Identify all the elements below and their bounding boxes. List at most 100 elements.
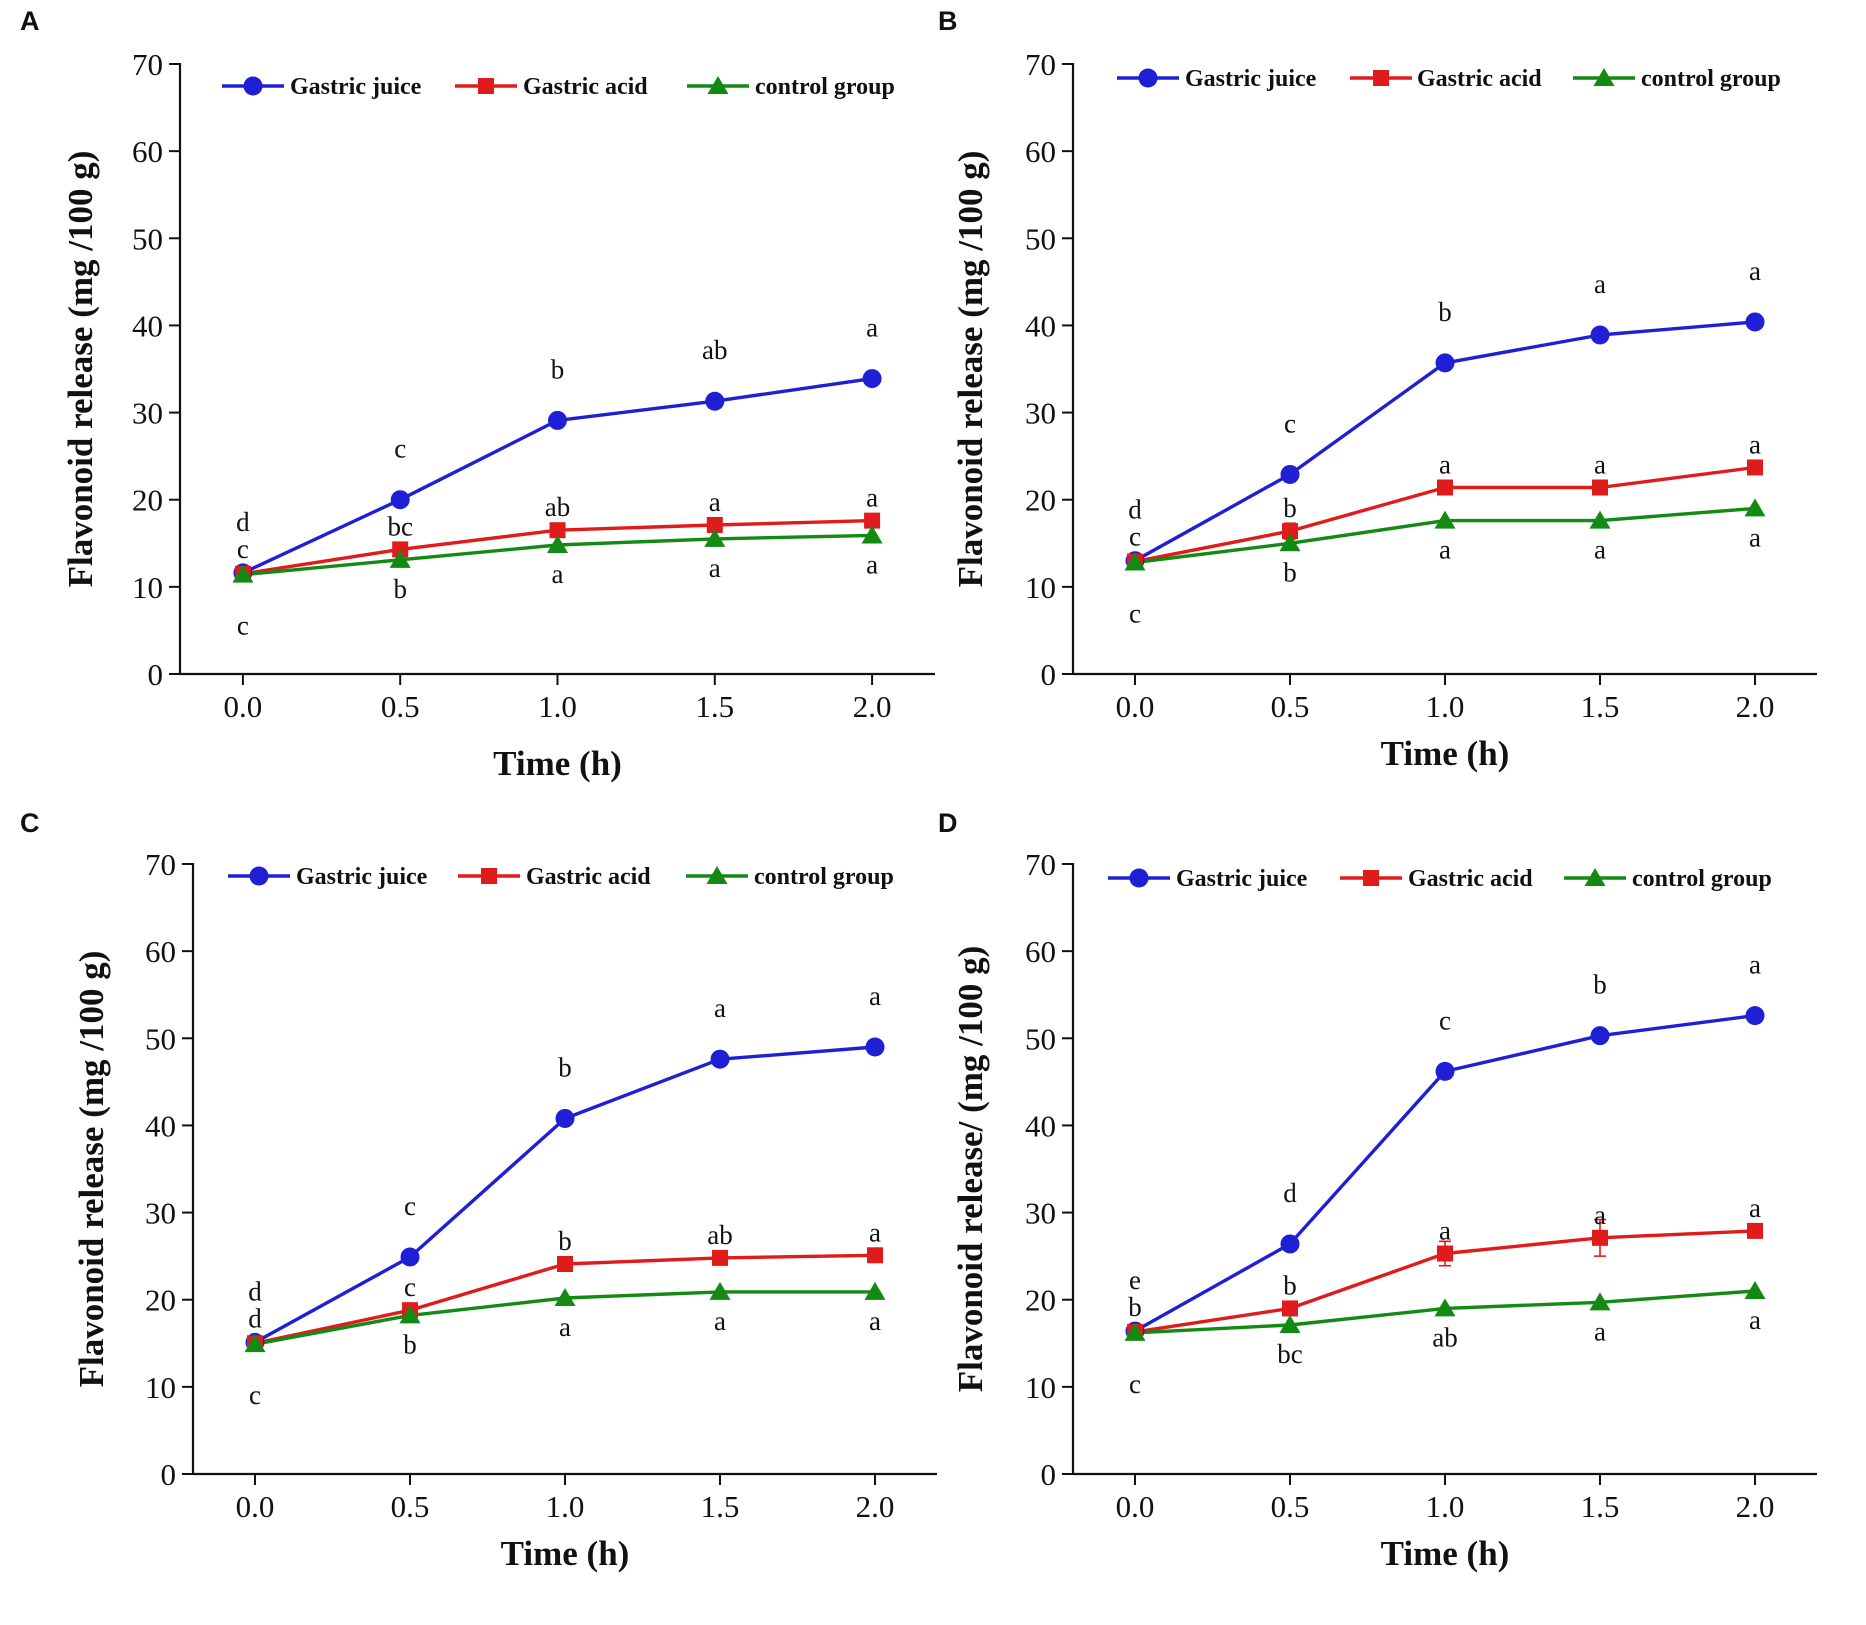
sig-letter-control: c <box>1129 598 1141 628</box>
x-axis-title: Time (h) <box>1381 734 1510 773</box>
sig-letter-acid: b <box>1128 1292 1142 1322</box>
legend-label-acid: Gastric acid <box>523 74 648 100</box>
sig-letter-control: a <box>559 1312 571 1342</box>
sig-letter-acid: ab <box>707 1220 732 1250</box>
point-juice <box>865 1037 885 1057</box>
point-acid <box>1437 1245 1453 1262</box>
sig-letter-acid: a <box>1439 1216 1451 1246</box>
point-control <box>1744 498 1766 517</box>
y-tick-label: 70 <box>132 47 163 82</box>
sig-letter-juice: b <box>1593 970 1607 1000</box>
legend-marker-acid <box>481 868 497 884</box>
point-acid <box>1437 479 1453 496</box>
point-control <box>1744 1281 1766 1299</box>
legend-label-juice: Gastric juice <box>1185 66 1317 92</box>
point-juice <box>1590 325 1610 345</box>
legend-marker-juice <box>1138 68 1158 88</box>
y-tick-label: 0 <box>1041 1457 1057 1492</box>
point-control <box>1279 1314 1301 1333</box>
point-acid <box>557 1255 573 1272</box>
y-tick-label: 30 <box>132 396 163 431</box>
sig-letter-acid: c <box>237 534 249 564</box>
point-control <box>1589 1292 1611 1311</box>
legend-label-acid: Gastric acid <box>1417 66 1542 92</box>
legend-label-control: control group <box>754 864 894 890</box>
y-tick-label: 60 <box>1025 134 1056 169</box>
x-tick-label: 1.0 <box>1426 1489 1465 1524</box>
sig-letter-acid: a <box>1594 450 1606 480</box>
sig-letter-acid: a <box>866 483 878 513</box>
point-control <box>1124 1322 1146 1341</box>
x-tick-label: 2.0 <box>1736 1489 1775 1524</box>
sig-letter-acid: c <box>1129 522 1141 552</box>
point-acid <box>1592 479 1608 496</box>
sig-letter-acid: a <box>709 487 721 517</box>
y-axis-title: Flavonoid release (mg /100 g) <box>61 151 100 588</box>
point-juice <box>1435 1061 1455 1081</box>
point-control <box>244 1334 266 1353</box>
y-tick-label: 30 <box>1025 1196 1056 1231</box>
point-acid <box>1282 523 1298 540</box>
point-juice <box>548 410 567 430</box>
sig-letter-control: c <box>237 611 249 641</box>
point-acid <box>864 512 881 529</box>
sig-letter-control: a <box>709 553 721 583</box>
x-tick-label: 0.0 <box>1116 1489 1155 1524</box>
point-control <box>547 535 568 554</box>
y-tick-label: 20 <box>132 483 163 518</box>
sig-letter-juice: a <box>1749 950 1761 980</box>
x-tick-label: 1.5 <box>1581 689 1620 724</box>
point-juice <box>1280 464 1300 484</box>
panel-letter: D <box>938 808 958 838</box>
point-control <box>1589 510 1611 529</box>
point-juice <box>390 490 410 510</box>
sig-letter-juice: c <box>394 434 406 464</box>
x-tick-label: 0.0 <box>236 1489 275 1524</box>
sig-letter-juice: b <box>551 354 565 384</box>
point-control <box>399 1305 421 1324</box>
sig-letter-juice: c <box>1439 1005 1451 1035</box>
x-tick-label: 2.0 <box>1736 689 1775 724</box>
sig-letter-juice: a <box>866 313 878 343</box>
sig-letter-control: b <box>393 574 407 604</box>
point-control <box>389 549 411 568</box>
sig-letter-control: a <box>866 549 878 579</box>
y-tick-label: 50 <box>1025 1021 1056 1056</box>
point-control <box>861 525 883 544</box>
sig-letter-juice: b <box>1438 297 1452 327</box>
x-tick-label: 1.0 <box>546 1489 585 1524</box>
x-tick-label: 1.5 <box>695 689 734 724</box>
sig-letter-acid: a <box>1749 429 1761 459</box>
sig-letter-acid: a <box>1439 450 1451 480</box>
x-axis-title: Time (h) <box>501 1534 630 1573</box>
point-control <box>709 1281 731 1300</box>
y-tick-label: 10 <box>145 1370 176 1405</box>
legend-label-control: control group <box>1641 66 1781 92</box>
chart-panel-d: D 0 10 20 30 40 50 60 70 0.0 0.5 1.0 1.5 2.0 Time (h) F… <box>938 808 1817 1573</box>
point-control <box>704 528 726 547</box>
legend-marker-control <box>1593 68 1615 86</box>
sig-letter-juice: a <box>869 981 881 1011</box>
y-tick-label: 30 <box>1025 396 1056 431</box>
y-tick-label: 30 <box>145 1196 176 1231</box>
legend-marker-acid <box>478 78 494 94</box>
legend-marker-control <box>706 866 728 884</box>
x-tick-label: 1.5 <box>1581 1489 1620 1524</box>
sig-letter-control: a <box>714 1306 726 1336</box>
x-tick-label: 1.5 <box>701 1489 740 1524</box>
point-acid <box>1747 1222 1763 1239</box>
x-tick-label: 1.0 <box>1426 689 1465 724</box>
sig-letter-juice: e <box>1129 1265 1141 1295</box>
sig-letter-juice: d <box>248 1276 262 1306</box>
y-tick-label: 40 <box>1025 308 1056 343</box>
x-tick-label: 2.0 <box>853 689 892 724</box>
y-axis-title: Flavonoid release (mg /100 g) <box>72 951 111 1388</box>
y-tick-label: 70 <box>145 847 176 882</box>
sig-letter-control: a <box>1749 522 1761 552</box>
x-tick-label: 0.0 <box>224 689 263 724</box>
point-control <box>1124 552 1146 571</box>
sig-letter-juice: b <box>558 1052 572 1082</box>
x-axis-title: Time (h) <box>1381 1534 1510 1573</box>
point-juice <box>710 1049 730 1069</box>
y-tick-label: 50 <box>1025 221 1056 256</box>
